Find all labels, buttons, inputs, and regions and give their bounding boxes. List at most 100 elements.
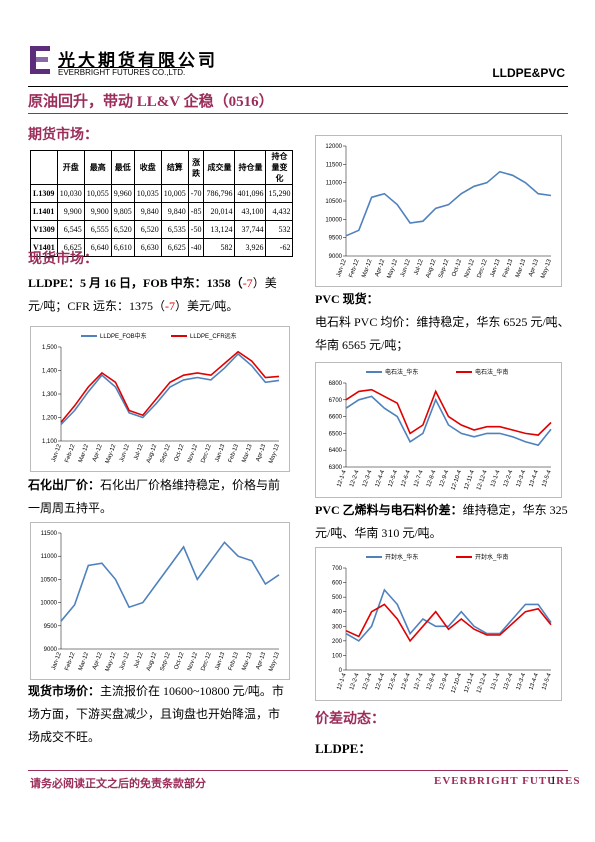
- pvc-heading: PVC 现货：: [315, 292, 379, 306]
- line: [345, 603, 552, 643]
- y-tick-label: 400: [332, 610, 343, 616]
- x-tick-label: May-13: [268, 651, 281, 672]
- cell: 9,840: [160, 202, 189, 221]
- x-tick-label: Nov-12: [464, 258, 476, 279]
- x-tick-label: 13-2-4: [503, 672, 515, 691]
- text: 石化出厂价格维持稳定，价格与前一周周五持平。: [28, 478, 281, 515]
- x-tick-label: 12-10-4: [450, 469, 463, 491]
- x-tick-label: 12-5-4: [388, 672, 400, 691]
- x-tick-label: 13-5-4: [541, 469, 553, 488]
- legend-label: 电石法_华东: [385, 368, 418, 376]
- header-cell: 开盘: [56, 150, 85, 185]
- cell: -62: [265, 238, 294, 257]
- x-tick-label: May-12: [105, 651, 118, 672]
- x-tick-label: 12-1-4: [336, 469, 348, 488]
- y-tick-label: 10000: [40, 601, 57, 607]
- cell: 9,900: [56, 202, 85, 221]
- y-tick-label: 11500: [326, 162, 343, 168]
- cell: 6,625: [160, 238, 189, 257]
- y-tick-label: 6700: [329, 398, 343, 404]
- x-tick-label: Aug-12: [425, 258, 437, 279]
- cell: 9,960: [110, 184, 135, 203]
- x-tick-label: Apr-12: [92, 443, 104, 463]
- x-tick-label: Jan-12: [336, 258, 348, 278]
- x-tick-label: Dec-12: [201, 651, 213, 672]
- x-tick-label: 12-9-4: [439, 672, 451, 691]
- x-tick-label: Jan-13: [490, 258, 502, 278]
- x-tick-label: Mar-12: [361, 258, 373, 279]
- rule: [28, 86, 568, 87]
- cell: 6,535: [160, 220, 189, 239]
- cell: 582: [203, 238, 236, 257]
- x-tick-label: Jul-12: [133, 443, 144, 461]
- header-cell: 涨跌: [187, 150, 205, 185]
- y-tick-label: 0: [339, 668, 343, 674]
- cell: -50: [187, 220, 205, 239]
- x-tick-label: Feb-13: [502, 258, 514, 279]
- x-tick-label: 13-4-4: [528, 672, 540, 691]
- disclaimer: 请务必阅读正文之后的免责条款部分: [30, 778, 206, 790]
- text: -7: [165, 299, 176, 313]
- x-tick-label: 12-10-4: [450, 672, 463, 694]
- y-tick-label: 100: [332, 653, 343, 659]
- cell: 9,805: [110, 202, 135, 221]
- cell: 20,014: [203, 202, 236, 221]
- header-cell: 成交量: [203, 150, 236, 185]
- futures-heading: 期货市场：: [28, 128, 98, 143]
- cell: L1401: [30, 202, 58, 221]
- text: 主流报价在 10600~10800 元/吨。市场方面，下游买盘减少，且询盘也开始…: [28, 684, 284, 744]
- cell: 401,096: [234, 184, 267, 203]
- y-tick-label: 300: [332, 624, 343, 630]
- line: [345, 588, 552, 642]
- header-cell: 最低: [110, 150, 135, 185]
- header-cell: 结算: [160, 150, 189, 185]
- x-tick-label: May-13: [540, 258, 553, 279]
- x-tick-label: 12-11-4: [463, 469, 476, 491]
- x-tick-label: 12-11-4: [463, 672, 476, 694]
- x-tick-label: Jun-12: [400, 258, 412, 278]
- x-tick-label: Oct-12: [174, 443, 186, 463]
- y-tick-label: 1,300: [42, 392, 58, 398]
- label: PVC 乙烯料与电石料价差：: [315, 503, 463, 517]
- x-tick-label: Sep-12: [160, 651, 172, 672]
- cell: 6,520: [133, 220, 162, 239]
- cell: 37,744: [234, 220, 267, 239]
- x-tick-label: Feb-12: [64, 651, 76, 672]
- x-tick-label: Apr-12: [92, 651, 104, 671]
- x-tick-label: Jan-13: [214, 651, 226, 671]
- y-tick-label: 1,400: [42, 369, 58, 375]
- cell: 6,545: [56, 220, 85, 239]
- y-tick-label: 9000: [329, 254, 343, 260]
- x-tick-label: Jul-12: [414, 258, 425, 276]
- y-tick-label: 6400: [329, 448, 343, 454]
- x-tick-label: 12-8-4: [426, 469, 438, 488]
- cell: 6,630: [133, 238, 162, 257]
- x-tick-label: Nov-12: [187, 443, 199, 464]
- cell: 6,555: [83, 220, 112, 239]
- cell: 10,035: [133, 184, 162, 203]
- x-tick-label: 13-1-4: [490, 672, 502, 691]
- cell: V1309: [30, 220, 58, 239]
- cell: -70: [187, 184, 205, 203]
- label: 石化出厂价：: [28, 478, 101, 492]
- header-cell: 持仓量: [234, 150, 267, 185]
- spot-heading: 现货市场：: [28, 252, 98, 267]
- cell: 6,610: [110, 238, 135, 257]
- x-tick-label: Feb-12: [349, 258, 361, 279]
- cell: 10,055: [83, 184, 112, 203]
- logo-icon: [30, 46, 50, 74]
- pvc-text: 电石料 PVC 均价：维持稳定，华东 6525 元/吨、华南 6565 元/吨；: [315, 315, 570, 352]
- line: [60, 350, 280, 423]
- row: V1401 6,625 6,640 6,610 6,630 6,625 -40 582 3,92…: [30, 238, 294, 257]
- x-tick-label: 12-2-4: [349, 469, 361, 488]
- chart: 9000 9500 10000 10500 11000 11500 Jan-12 Feb-12…: [30, 522, 290, 680]
- rule: [28, 113, 568, 114]
- x-tick-label: 13-1-4: [490, 469, 502, 488]
- x-tick-label: Jun-12: [119, 443, 131, 463]
- x-tick-label: Jan-13: [214, 443, 226, 463]
- x-tick-label: Apr-13: [255, 443, 267, 463]
- x-tick-label: 13-3-4: [516, 672, 528, 691]
- cell: 6,520: [110, 220, 135, 239]
- line: [345, 388, 552, 436]
